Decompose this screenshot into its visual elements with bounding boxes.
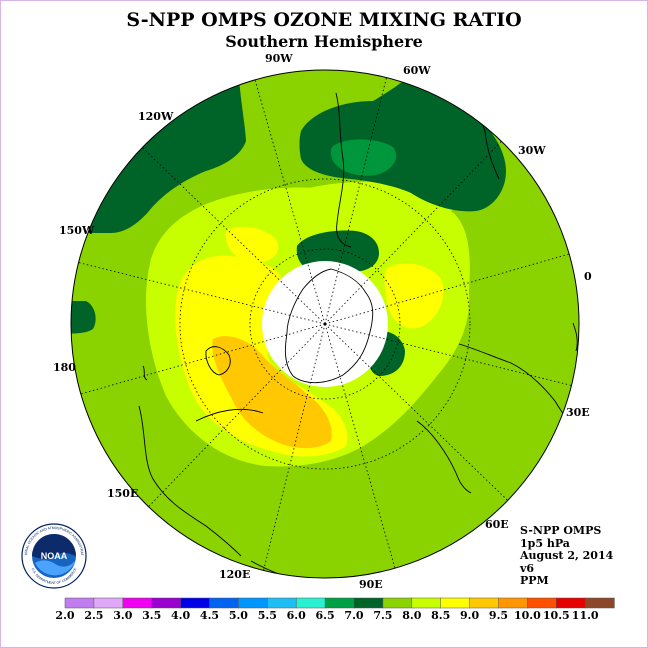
colorbar-tick-label: 4.5 — [200, 609, 219, 622]
noaa-logo: NOAA NATIONAL OCEANIC AND ATMOSPHERIC AD… — [21, 523, 87, 589]
longitude-label: 0 — [584, 270, 592, 283]
ozone-region-7-0-ppm — [299, 81, 506, 212]
colorbar-swatch — [324, 597, 355, 609]
longitude-label: 120E — [219, 568, 250, 581]
map-title: S-NPP OMPS OZONE MIXING RATIO — [126, 9, 522, 31]
colorbar-swatch — [353, 597, 384, 609]
colorbar-swatch — [238, 597, 268, 609]
colorbar-tick-label: 10.0 — [514, 609, 541, 622]
colorbar-swatch — [93, 597, 124, 609]
latitude-circle — [179, 178, 471, 470]
coastlines — [138, 92, 578, 578]
pressure-level: 1p5 hPa — [520, 536, 570, 550]
graticule-lines — [78, 77, 572, 571]
colorbar-tick-label: 11.0 — [572, 609, 599, 622]
colorbar-tick-label: 8.5 — [431, 609, 450, 622]
polar-ozone-map: 90W 60W 30W 0 30E 60E 90E 120E 150E 180 150W 120W — [53, 52, 592, 591]
colorbar-tick-label: 3.5 — [142, 609, 161, 622]
units-label: PPM — [520, 574, 549, 588]
colorbar-swatch — [209, 597, 239, 609]
longitude-label: 180 — [53, 361, 76, 374]
colorbar-swatch — [64, 597, 95, 609]
ozone-region-7-0-ppm — [71, 301, 96, 334]
data-version: v6 — [520, 561, 535, 575]
ozone-region-8-5-ppm — [384, 263, 444, 329]
longitude-label: 90E — [359, 578, 383, 591]
colorbar-tick-label: 6.5 — [316, 609, 335, 622]
longitude-label: 150E — [107, 487, 138, 500]
colorbar-tick-label: 8.0 — [402, 609, 421, 622]
colorbar-swatch — [527, 597, 557, 609]
colorbar-tick-label: 5.5 — [258, 609, 277, 622]
colorbar-swatch — [556, 597, 586, 609]
colorbar-tick-label: 9.5 — [489, 609, 508, 622]
colorbar-swatch — [295, 597, 326, 609]
colorbar-swatch — [440, 597, 471, 609]
colorbar-tick-label: 6.0 — [287, 609, 306, 622]
ozone-region-6-5-ppm — [330, 139, 397, 176]
map-subtitle: Southern Hemisphere — [225, 32, 423, 51]
colorbar: 2.0 2.5 3.0 3.5 4.0 4.5 5.0 5.5 6.0 6.5 7.0 7.5 8.0 8… — [55, 597, 615, 622]
colorbar-tick-label: 5.0 — [229, 609, 248, 622]
colorbar-tick-label: 2.5 — [84, 609, 103, 622]
south-pole-marker — [323, 322, 327, 326]
longitude-label: 30E — [566, 406, 590, 419]
colorbar-tick-label: 7.5 — [373, 609, 392, 622]
colorbar-swatch — [151, 597, 182, 609]
colorbar-tick-label: 3.0 — [113, 609, 132, 622]
colorbar-swatch — [382, 597, 413, 609]
ozone-region-9-0-ppm — [212, 336, 332, 449]
noaa-logo-text: NOAA — [41, 551, 68, 561]
colorbar-tick-label: 9.0 — [460, 609, 479, 622]
colorbar-tick-label: 10.5 — [543, 609, 570, 622]
product-info: S-NPP OMPS 1p5 hPa August 2, 2014 v6 PPM — [520, 524, 614, 588]
colorbar-swatch — [411, 597, 442, 609]
observation-date: August 2, 2014 — [520, 549, 614, 563]
colorbar-swatch — [584, 597, 615, 609]
longitude-labels: 90W 60W 30W 0 30E 60E 90E 120E 150E 180 150W 120W — [53, 52, 592, 591]
colorbar-swatch — [498, 597, 528, 609]
longitude-label: 90W — [265, 52, 293, 65]
colorbar-swatch — [469, 597, 500, 609]
colorbar-swatch — [180, 597, 211, 609]
longitude-label: 60W — [403, 64, 431, 77]
colorbar-tick-label: 2.0 — [55, 609, 74, 622]
colorbar-tick-label: 4.0 — [171, 609, 190, 622]
instrument-name: S-NPP OMPS — [520, 524, 602, 537]
map-boundary — [70, 69, 580, 579]
longitude-label: 150W — [59, 224, 95, 237]
colorbar-swatch — [267, 597, 297, 609]
colorbar-tick-label: 7.0 — [344, 609, 363, 622]
ozone-region-8-5-ppm — [225, 226, 279, 263]
latitude-circle — [249, 248, 401, 400]
longitude-label: 30W — [518, 144, 546, 157]
longitude-label: 120W — [138, 110, 174, 123]
colorbar-swatch — [122, 597, 153, 609]
longitude-label: 60E — [485, 518, 509, 531]
